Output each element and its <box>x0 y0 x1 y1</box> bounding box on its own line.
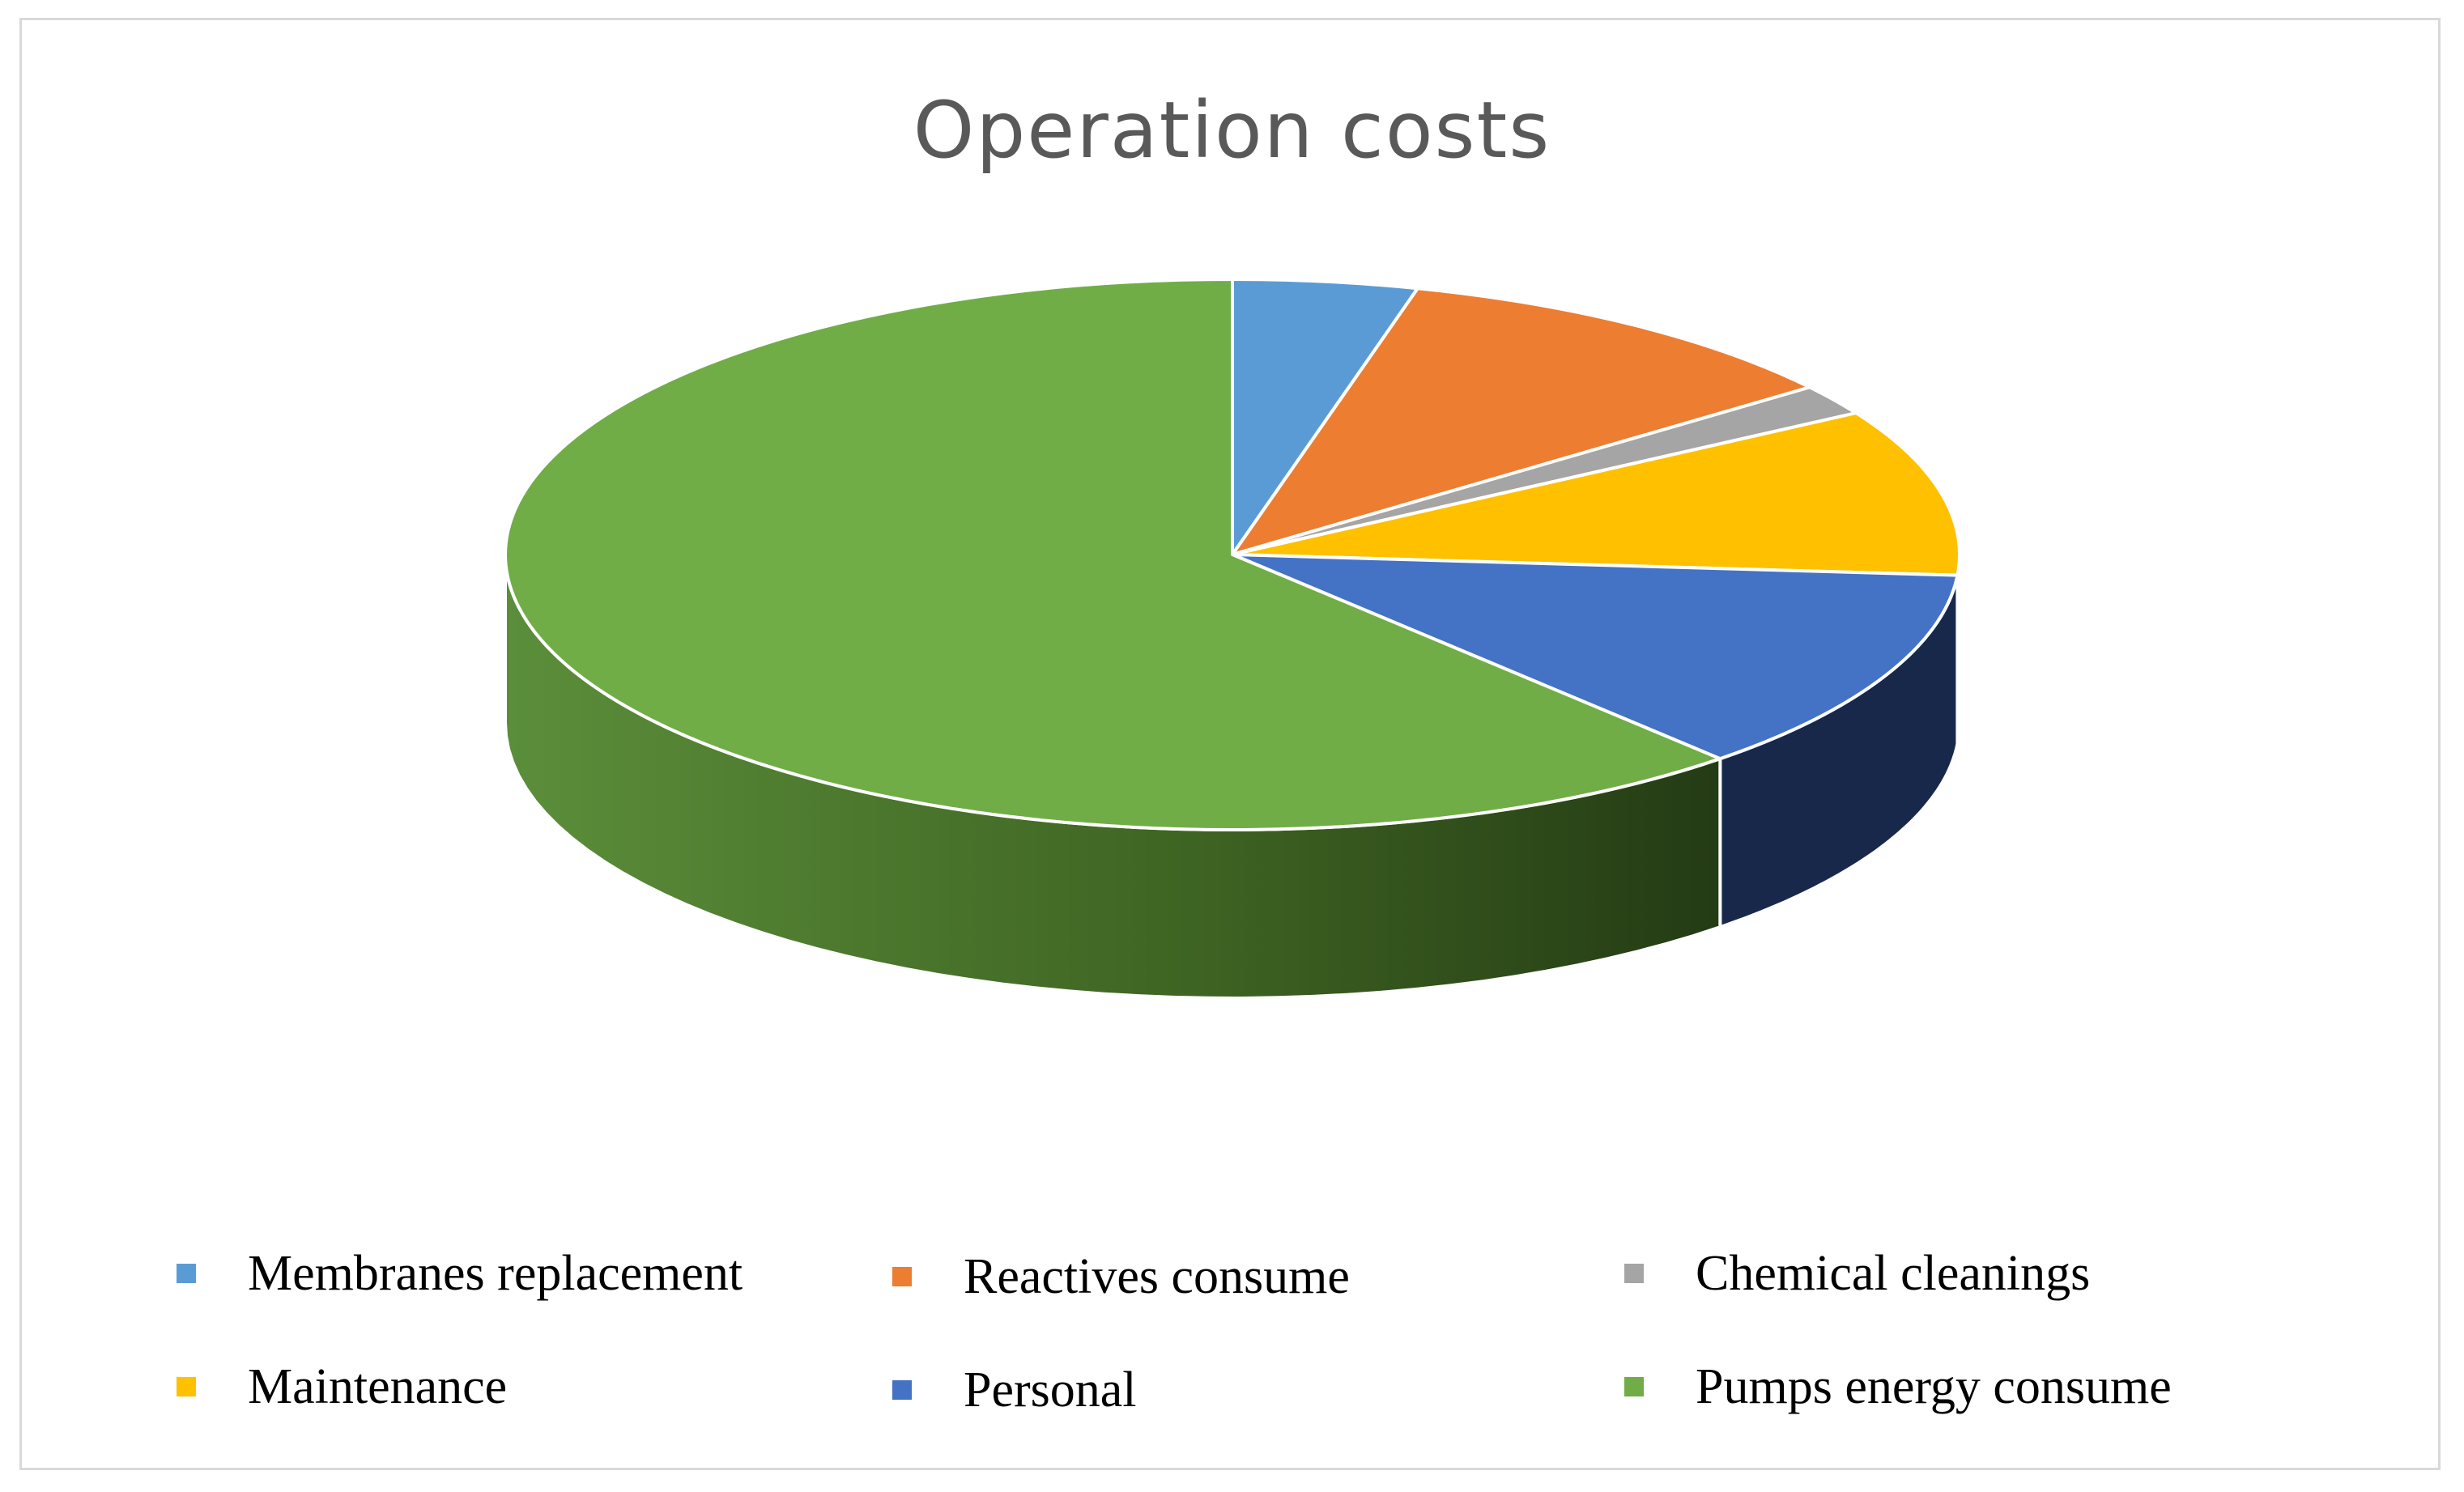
legend-swatch-chemical-cleanings <box>1624 1264 1644 1283</box>
pie-slice-maintenance <box>1231 411 1961 577</box>
legend-label-pumps-energy-consume: Pumps energy consume <box>1696 1358 2172 1414</box>
pie-slice-personal <box>1231 553 1960 761</box>
legend-swatch-membranes-replacement <box>177 1264 196 1283</box>
legend-item-membranes-replacement: Membranes replacement <box>177 1241 743 1306</box>
pie-slices <box>504 277 1961 831</box>
legend-label-membranes-replacement: Membranes replacement <box>248 1245 743 1301</box>
legend-swatch-reactives-consume <box>892 1267 912 1286</box>
pie-slice-reactives-consume <box>1231 287 1811 556</box>
legend-swatch-personal <box>892 1380 912 1400</box>
legend-label-maintenance: Maintenance <box>248 1358 508 1414</box>
legend-swatch-maintenance <box>177 1377 196 1396</box>
legend-item-pumps-energy-consume: Pumps energy consume <box>1624 1354 2172 1419</box>
legend-label-chemical-cleanings: Chemical cleanings <box>1696 1245 2091 1301</box>
legend-label-reactives-consume: Reactives consume <box>964 1248 1350 1304</box>
legend-item-maintenance: Maintenance <box>177 1354 507 1419</box>
legend-item-personal: Personal <box>892 1358 1137 1422</box>
chart-title: Operation costs <box>913 85 1551 176</box>
legend-label-personal: Personal <box>964 1362 1137 1418</box>
legend-swatch-pumps-energy-consume <box>1624 1377 1644 1396</box>
pie-slice-pumps-energy-consume <box>504 278 1722 831</box>
legend-item-reactives-consume: Reactives consume <box>892 1244 1350 1309</box>
legend-item-chemical-cleanings: Chemical cleanings <box>1624 1241 2090 1306</box>
